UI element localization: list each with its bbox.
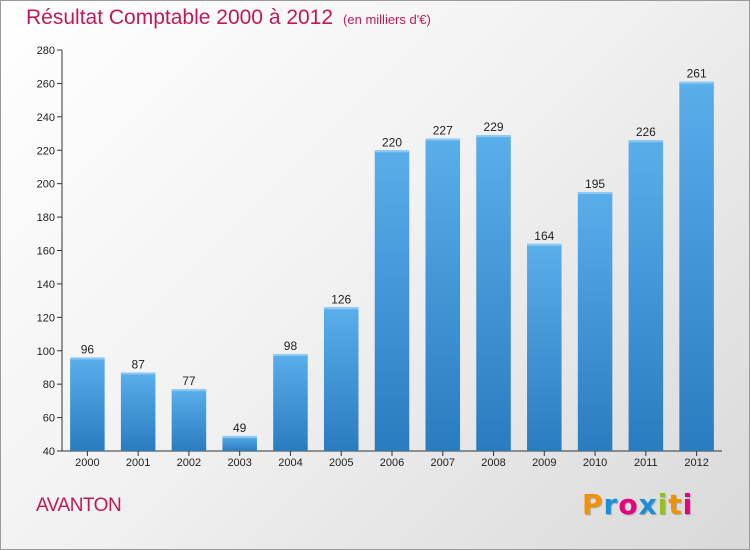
chart-subtitle: (en milliers d'€) bbox=[343, 12, 431, 27]
x-tick-label: 2002 bbox=[177, 457, 201, 469]
location-label: AVANTON bbox=[36, 495, 122, 516]
axes: 40 60 80 100 120 140 160 180 200 220 240 260 280 2000… bbox=[37, 45, 722, 469]
bar-value-label: 87 bbox=[131, 357, 145, 371]
proxiti-logo: Proxiti bbox=[582, 488, 693, 521]
x-tick-label: 2001 bbox=[126, 457, 150, 469]
title-text: Résultat Comptable 2000 à 2012 bbox=[26, 6, 334, 29]
logo-letter: P bbox=[582, 488, 604, 521]
x-tick-label: 2010 bbox=[583, 457, 607, 469]
logo-letter: r bbox=[603, 488, 619, 521]
bar-value-label: 49 bbox=[233, 421, 247, 435]
y-tick-label: 40 bbox=[43, 446, 55, 458]
bar bbox=[628, 140, 664, 451]
bar-value-label: 220 bbox=[382, 135, 402, 149]
bar bbox=[679, 81, 714, 451]
bar bbox=[577, 192, 613, 452]
y-tick-label: 260 bbox=[37, 78, 55, 90]
x-tick-label: 2007 bbox=[431, 457, 455, 469]
y-tick-label: 120 bbox=[37, 312, 55, 324]
logo-letter: o bbox=[618, 488, 639, 521]
bar-value-label: 164 bbox=[534, 229, 554, 243]
y-tick-label: 180 bbox=[37, 212, 55, 224]
bar bbox=[222, 435, 257, 451]
logo-letter: i bbox=[682, 488, 694, 521]
bar-value-label: 226 bbox=[636, 125, 656, 139]
x-tick-label: 2008 bbox=[481, 457, 505, 469]
x-tick-label: 2000 bbox=[75, 457, 99, 469]
bar-highlight bbox=[120, 372, 156, 375]
bar-highlight bbox=[273, 354, 308, 357]
bar-highlight bbox=[476, 135, 511, 138]
bar-highlight bbox=[70, 357, 105, 360]
bar-value-label: 227 bbox=[433, 124, 453, 138]
logo-letter: t bbox=[668, 488, 683, 521]
bar-highlight bbox=[171, 389, 207, 392]
bar-highlight bbox=[527, 243, 562, 246]
bar-value-label: 261 bbox=[687, 67, 707, 81]
bar bbox=[70, 357, 105, 451]
x-tick-label: 2012 bbox=[684, 457, 708, 469]
y-tick-label: 80 bbox=[43, 379, 55, 391]
y-tick-label: 140 bbox=[37, 279, 55, 291]
logo-letter: i bbox=[657, 488, 669, 521]
y-tick-label: 240 bbox=[37, 112, 55, 124]
bar-highlight bbox=[323, 307, 359, 310]
x-tick-label: 2005 bbox=[329, 457, 353, 469]
bar bbox=[323, 307, 359, 451]
x-tick-label: 2009 bbox=[532, 457, 556, 469]
x-tick-label: 2003 bbox=[227, 457, 251, 469]
bar-highlight bbox=[222, 435, 257, 438]
y-tick-label: 100 bbox=[37, 346, 55, 358]
bar-highlight bbox=[577, 192, 613, 195]
y-tick-label: 160 bbox=[37, 246, 55, 258]
bar-value-label: 77 bbox=[182, 374, 196, 388]
bar-value-label: 126 bbox=[331, 292, 351, 306]
bar-highlight bbox=[679, 81, 714, 84]
bar-highlight bbox=[425, 138, 461, 141]
bar bbox=[171, 389, 207, 451]
x-tick-label: 2006 bbox=[380, 457, 404, 469]
x-tick-label: 2004 bbox=[278, 457, 302, 469]
bar bbox=[527, 243, 562, 451]
bars bbox=[70, 81, 714, 452]
y-tick-label: 280 bbox=[37, 45, 55, 57]
bar bbox=[476, 135, 511, 451]
bar-value-label: 195 bbox=[585, 177, 605, 191]
bar bbox=[120, 372, 156, 451]
y-tick-label: 220 bbox=[37, 145, 55, 157]
chart-title: Résultat Comptable 2000 à 2012 (en millie… bbox=[26, 6, 431, 30]
bar-highlight bbox=[374, 150, 410, 153]
bar-value-label: 96 bbox=[81, 342, 95, 356]
bar-highlight bbox=[628, 140, 664, 143]
y-tick-label: 200 bbox=[37, 179, 55, 191]
x-tick-label: 2011 bbox=[634, 457, 658, 469]
bar bbox=[374, 150, 410, 451]
y-tick-label: 60 bbox=[43, 413, 55, 425]
bar-value-label: 98 bbox=[284, 339, 298, 353]
logo-letter: x bbox=[638, 488, 658, 521]
bar bbox=[273, 354, 308, 451]
bar bbox=[425, 138, 461, 451]
data-labels: 96 87 77 49 98 126 220 227 229 164 195 226 261 bbox=[81, 67, 707, 435]
bar-value-label: 229 bbox=[484, 120, 504, 134]
